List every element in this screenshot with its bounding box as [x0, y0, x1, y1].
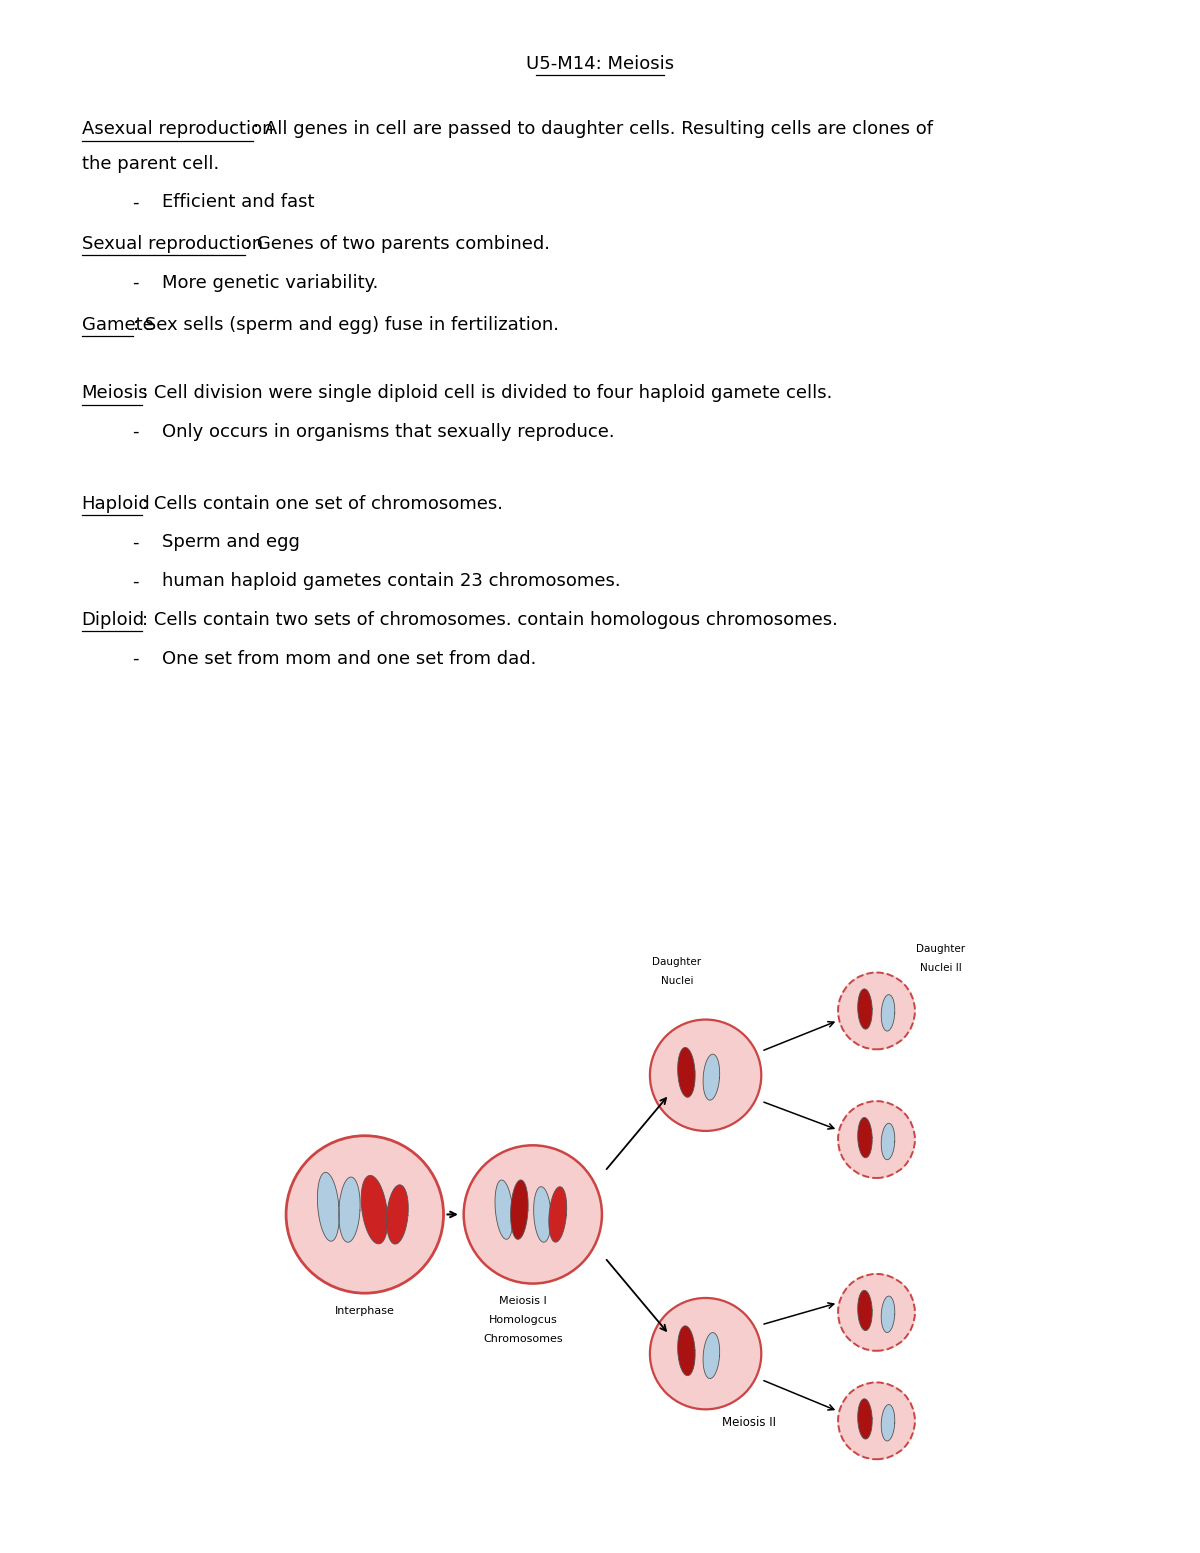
Text: -: - — [132, 273, 138, 292]
Ellipse shape — [650, 1020, 761, 1131]
Polygon shape — [881, 1404, 895, 1441]
Ellipse shape — [838, 1273, 914, 1351]
Ellipse shape — [463, 1145, 602, 1284]
Text: -: - — [132, 533, 138, 551]
Polygon shape — [386, 1185, 408, 1244]
Polygon shape — [881, 994, 895, 1031]
Polygon shape — [510, 1180, 528, 1239]
Text: : Cell division were single diploid cell is divided to four haploid gamete cells: : Cell division were single diploid cell… — [142, 384, 832, 402]
Ellipse shape — [650, 1298, 761, 1409]
Text: : Cells contain one set of chromosomes.: : Cells contain one set of chromosomes. — [142, 494, 503, 512]
Text: Efficient and fast: Efficient and fast — [162, 193, 314, 211]
Ellipse shape — [838, 1382, 914, 1460]
Text: Sexual reproduction: Sexual reproduction — [82, 235, 263, 253]
Polygon shape — [858, 1118, 872, 1159]
Text: the parent cell.: the parent cell. — [82, 154, 218, 172]
Text: Nuclei: Nuclei — [660, 977, 694, 986]
Polygon shape — [361, 1176, 388, 1244]
Text: Diploid: Diploid — [82, 610, 145, 629]
Text: Haploid: Haploid — [82, 494, 150, 512]
Polygon shape — [338, 1177, 360, 1242]
Polygon shape — [858, 1291, 872, 1331]
Text: More genetic variability.: More genetic variability. — [162, 273, 378, 292]
Text: Homologcus: Homologcus — [488, 1315, 558, 1325]
Text: : Cells contain two sets of chromosomes. contain homologous chromosomes.: : Cells contain two sets of chromosomes.… — [142, 610, 838, 629]
Text: human haploid gametes contain 23 chromosomes.: human haploid gametes contain 23 chromos… — [162, 572, 620, 590]
Polygon shape — [678, 1326, 695, 1376]
Polygon shape — [881, 1123, 895, 1160]
Polygon shape — [703, 1332, 720, 1379]
Polygon shape — [858, 989, 872, 1030]
Polygon shape — [678, 1047, 695, 1098]
Text: -: - — [132, 649, 138, 668]
Polygon shape — [496, 1180, 512, 1239]
Text: -: - — [132, 422, 138, 441]
Text: : Sex sells (sperm and egg) fuse in fertilization.: : Sex sells (sperm and egg) fuse in fert… — [133, 315, 559, 334]
Text: -: - — [132, 193, 138, 211]
Text: Daughter: Daughter — [917, 944, 965, 954]
Text: Asexual reproduction: Asexual reproduction — [82, 120, 274, 138]
Polygon shape — [858, 1399, 872, 1440]
Text: Daughter: Daughter — [653, 957, 701, 968]
Text: Meiosis II: Meiosis II — [722, 1416, 775, 1429]
Text: Chromosomes: Chromosomes — [484, 1334, 563, 1345]
Text: One set from mom and one set from dad.: One set from mom and one set from dad. — [162, 649, 536, 668]
Text: Nuclei II: Nuclei II — [920, 963, 961, 972]
Text: : Genes of two parents combined.: : Genes of two parents combined. — [245, 235, 550, 253]
Text: Meiosis: Meiosis — [82, 384, 149, 402]
Text: : All genes in cell are passed to daughter cells. Resulting cells are clones of: : All genes in cell are passed to daught… — [253, 120, 934, 138]
Polygon shape — [881, 1297, 895, 1332]
Ellipse shape — [286, 1135, 444, 1294]
Text: Gamete: Gamete — [82, 315, 154, 334]
Polygon shape — [534, 1186, 551, 1242]
Text: Meiosis I: Meiosis I — [499, 1297, 547, 1306]
Text: Sperm and egg: Sperm and egg — [162, 533, 300, 551]
Text: Interphase: Interphase — [335, 1306, 395, 1315]
Polygon shape — [317, 1173, 340, 1241]
Polygon shape — [703, 1054, 720, 1100]
Ellipse shape — [838, 1101, 914, 1179]
Polygon shape — [548, 1186, 566, 1242]
Ellipse shape — [838, 972, 914, 1050]
Text: Only occurs in organisms that sexually reproduce.: Only occurs in organisms that sexually r… — [162, 422, 614, 441]
Text: -: - — [132, 572, 138, 590]
Text: U5-M14: Meiosis: U5-M14: Meiosis — [526, 54, 674, 73]
